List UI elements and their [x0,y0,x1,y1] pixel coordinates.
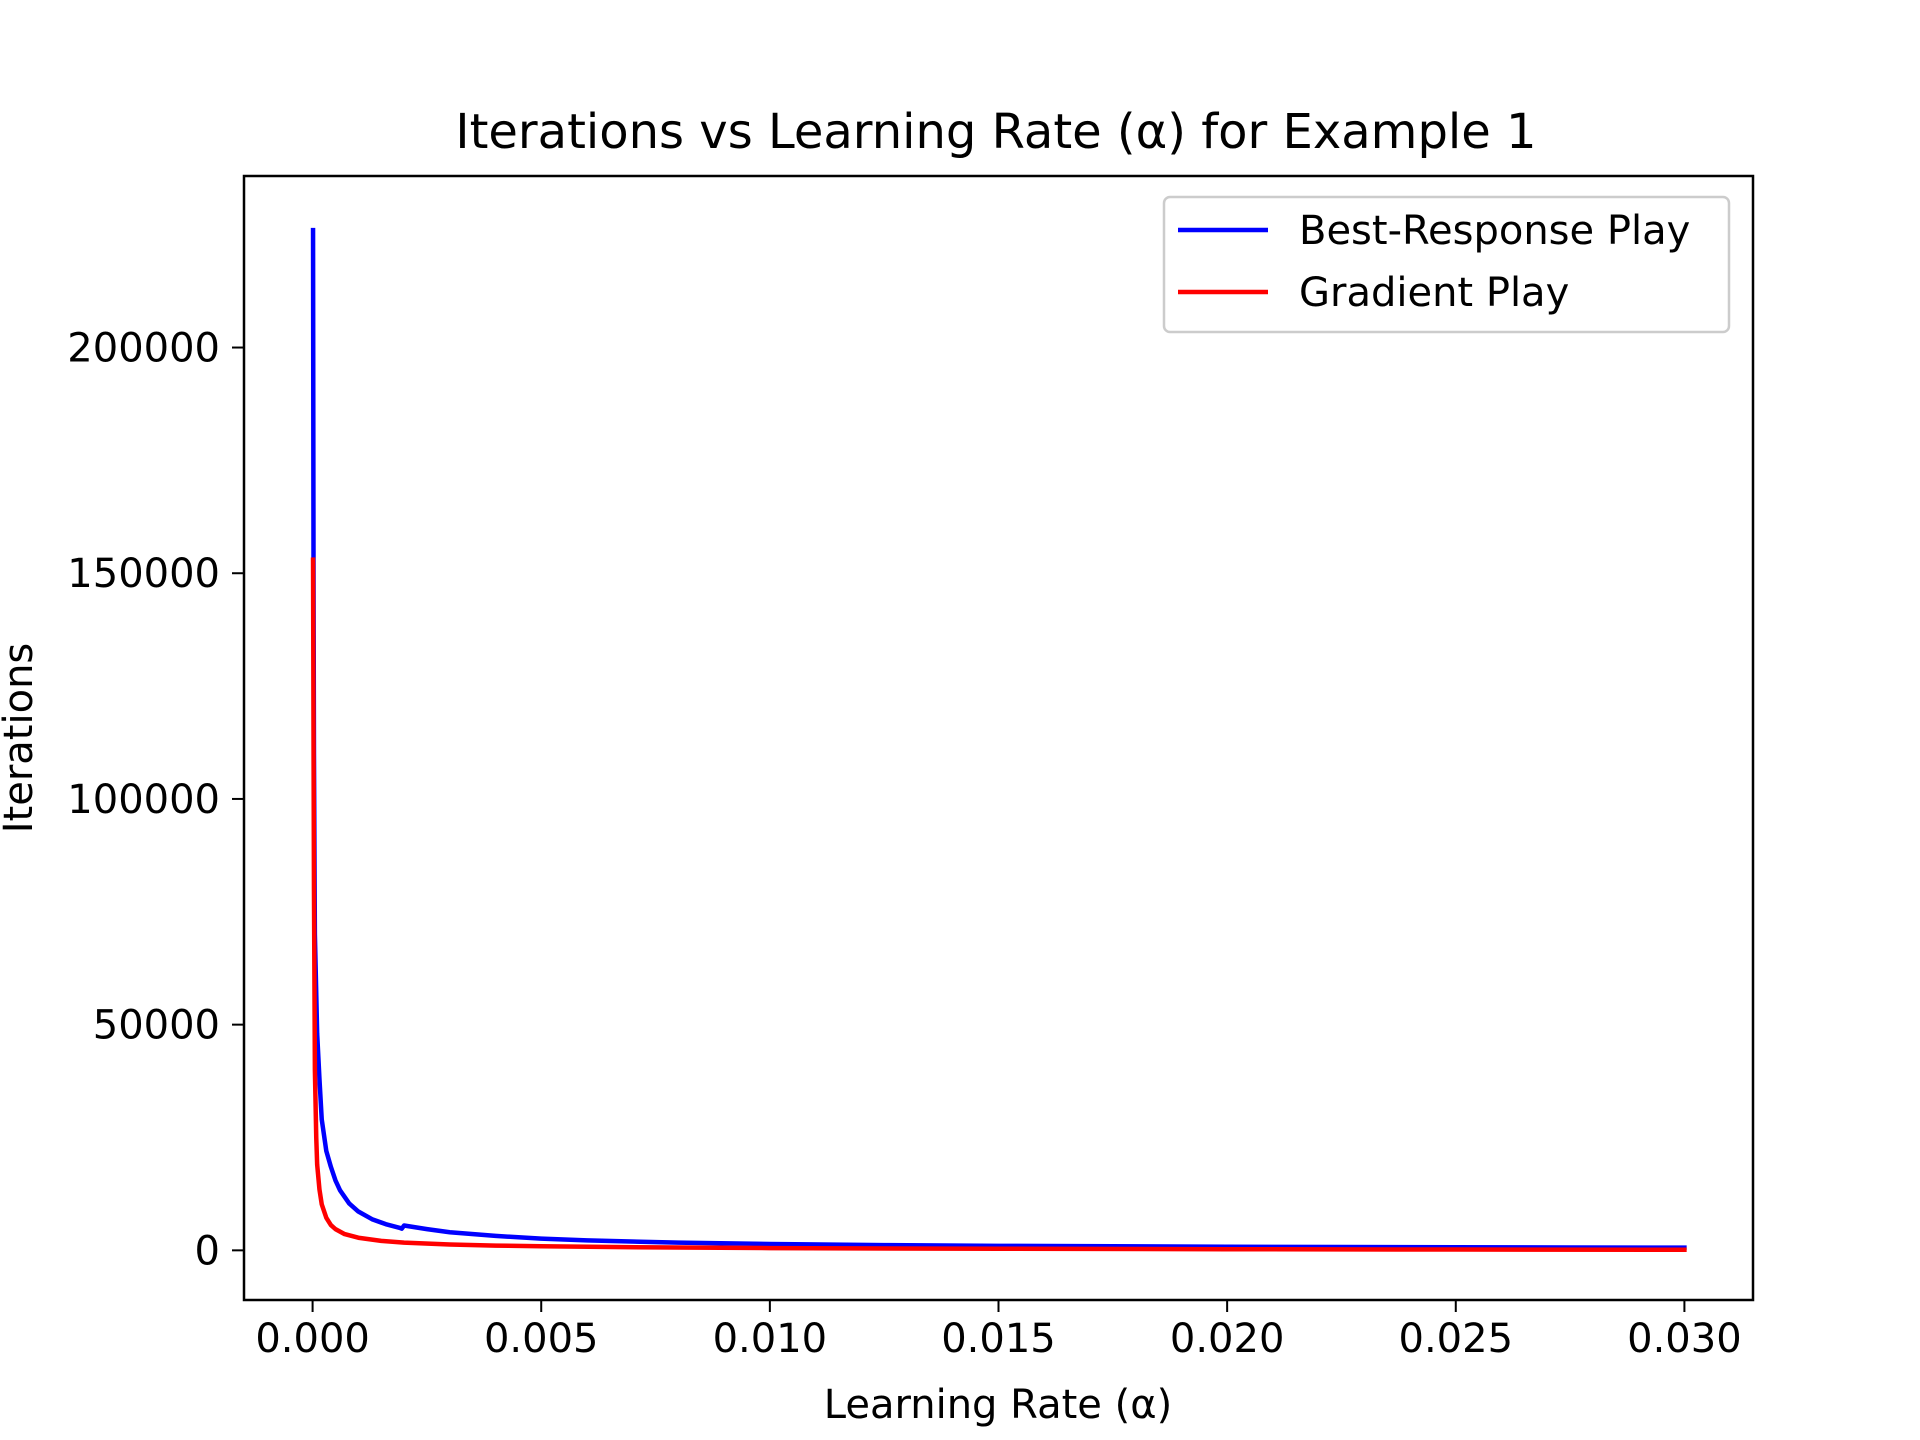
y-tick-label: 0 [195,1228,220,1274]
y-tick-label: 50000 [93,1003,220,1049]
x-tick-label: 0.015 [941,1316,1056,1362]
y-axis-label: Iterations [0,643,42,834]
legend-label-best-response: Best-Response Play [1299,208,1690,254]
legend-label-gradient: Gradient Play [1299,270,1569,316]
chart-title: Iterations vs Learning Rate (α) for Exam… [455,104,1536,160]
x-axis: 0.000 0.005 0.010 0.015 0.020 0.025 0.030 [255,1300,1742,1362]
x-tick-label: 0.010 [713,1316,828,1362]
y-axis: 0 50000 100000 150000 200000 [67,326,244,1274]
y-tick-label: 150000 [67,551,220,597]
x-tick-label: 0.005 [484,1316,599,1362]
series-line-gradient [310,557,1687,1253]
series-lines [310,227,1687,1253]
y-tick-label: 200000 [67,326,220,372]
x-tick-label: 0.030 [1627,1316,1742,1362]
series-line-best-response [310,227,1687,1250]
x-tick-label: 0.020 [1170,1316,1285,1362]
y-tick-label: 100000 [67,777,220,823]
legend: Best-Response Play Gradient Play [1162,195,1731,334]
x-tick-label: 0.000 [255,1316,370,1362]
legend-box [1162,195,1731,334]
x-axis-label: Learning Rate (α) [824,1382,1172,1428]
x-tick-label: 0.025 [1399,1316,1514,1362]
